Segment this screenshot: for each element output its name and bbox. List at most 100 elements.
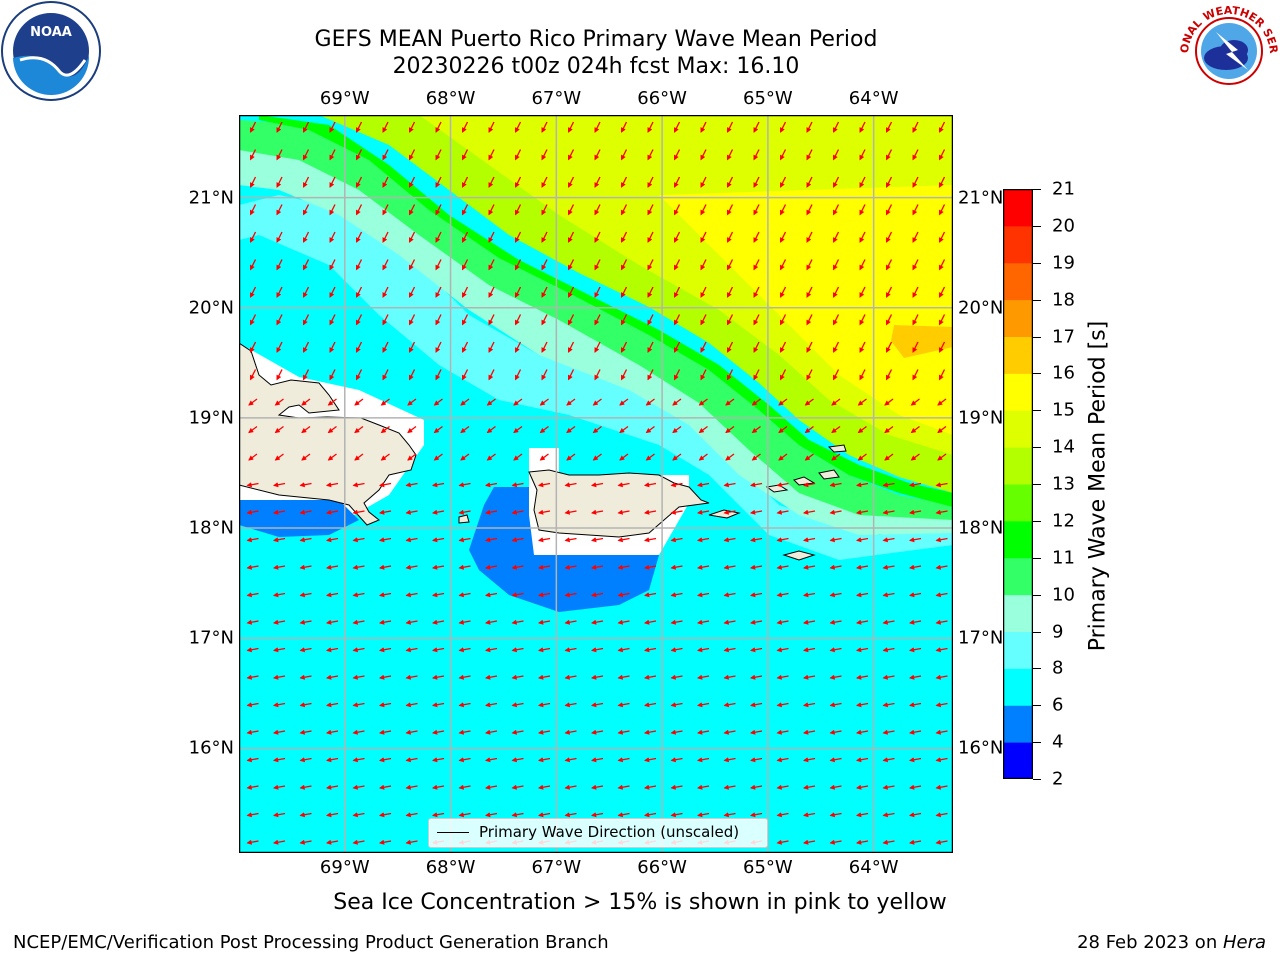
- wave-arrow: [832, 204, 840, 216]
- wave-arrow: [908, 592, 922, 598]
- colorbar-segment: [1003, 225, 1033, 264]
- wave-arrow: [779, 369, 787, 381]
- wave-arrow: [511, 509, 524, 515]
- wave-arrow: [647, 286, 654, 298]
- wave-arrow: [378, 729, 392, 735]
- wave-arrow: [511, 647, 524, 653]
- wave-arrow: [620, 369, 628, 381]
- lon-tick-label: 64°W: [848, 88, 899, 109]
- wave-arrow: [461, 314, 469, 326]
- wave-arrow: [778, 398, 788, 406]
- wave-arrow: [778, 425, 788, 434]
- wave-arrow: [272, 784, 286, 790]
- wave-arrow: [620, 176, 628, 188]
- lon-tick-label: 65°W: [743, 88, 793, 109]
- wave-arrow: [935, 757, 948, 763]
- wave-arrow: [749, 702, 763, 708]
- wave-arrow: [859, 341, 866, 353]
- wave-arrow: [647, 231, 654, 243]
- wave-arrow: [484, 647, 498, 653]
- wave-arrow: [829, 812, 842, 818]
- wave-arrow: [859, 204, 866, 216]
- wave-arrow: [458, 564, 471, 570]
- wave-arrow: [355, 121, 363, 133]
- wave-arrow: [935, 482, 948, 488]
- wave-arrow: [832, 369, 840, 381]
- wave-arrow: [249, 314, 257, 326]
- wave-arrow: [484, 729, 498, 735]
- wave-arrow: [643, 812, 657, 818]
- colorbar-tick-label: 9: [1052, 621, 1064, 642]
- wave-arrow: [670, 729, 683, 735]
- lat-tick-label: 18°N: [188, 517, 234, 539]
- wave-arrow: [249, 286, 257, 298]
- wave-arrow: [352, 729, 365, 735]
- lat-tick-label: 19°N: [958, 407, 1004, 429]
- lon-tick-label: 64°W: [848, 857, 899, 878]
- colorbar-tick-mark: [1033, 225, 1041, 227]
- wave-arrow: [802, 592, 816, 598]
- wave-arrow: [698, 398, 708, 406]
- wave-arrow: [590, 674, 604, 680]
- lat-tick-label: 16°N: [188, 737, 234, 759]
- wave-arrow: [274, 425, 284, 434]
- wave-arrow: [407, 398, 417, 406]
- wave-arrow: [776, 619, 789, 625]
- wave-arrow: [806, 149, 813, 161]
- wave-arrow: [431, 702, 445, 708]
- wave-arrow: [855, 729, 869, 735]
- wave-arrow: [753, 204, 760, 216]
- wave-arrow: [564, 784, 577, 790]
- wave-arrow: [514, 259, 522, 271]
- wave-arrow: [912, 149, 919, 161]
- wave-arrow: [590, 729, 604, 735]
- wave-arrow: [776, 674, 789, 680]
- wave-arrow: [935, 729, 948, 735]
- wave-arrow: [938, 314, 946, 326]
- wave-arrow: [514, 176, 522, 188]
- wave-arrow: [700, 259, 707, 271]
- wave-arrow: [829, 592, 842, 598]
- wave-arrow: [325, 784, 339, 790]
- colorbar: [1003, 189, 1033, 779]
- wave-arrow: [405, 784, 418, 790]
- colorbar-tick-label: 20: [1052, 215, 1075, 237]
- wave-arrow: [511, 619, 524, 625]
- wave-arrow: [435, 286, 442, 298]
- wave-arrow: [276, 369, 283, 381]
- wave-arrow: [829, 702, 842, 708]
- wave-arrow: [249, 204, 257, 216]
- wave-arrow: [617, 702, 630, 708]
- wave-arrow: [541, 259, 548, 271]
- wave-arrow: [248, 425, 258, 434]
- wave-arrow: [539, 453, 549, 461]
- wave-arrow: [908, 482, 922, 488]
- wave-arrow: [670, 757, 683, 763]
- colorbar-tick-mark: [1033, 373, 1041, 375]
- wave-arrow: [938, 369, 946, 381]
- wave-arrow: [643, 757, 657, 763]
- wave-arrow: [486, 398, 496, 406]
- wave-arrow: [590, 757, 604, 763]
- wave-arrow: [272, 702, 286, 708]
- wave-arrow: [352, 757, 365, 763]
- wave-arrow: [859, 176, 866, 188]
- wave-arrow: [832, 231, 840, 243]
- wave-arrow: [802, 757, 816, 763]
- wave-arrow: [301, 398, 311, 406]
- wave-arrow: [645, 453, 655, 461]
- wave-arrow: [855, 839, 869, 845]
- wave-arrow: [885, 176, 893, 188]
- wave-arrow: [594, 204, 601, 216]
- colorbar-tick-mark: [1033, 484, 1041, 485]
- wave-arrow: [908, 509, 922, 515]
- wave-arrow: [726, 259, 734, 271]
- colorbar-segment: [1003, 631, 1033, 669]
- colorbar-segment: [1003, 742, 1033, 779]
- wave-arrow: [590, 812, 604, 818]
- wave-arrow: [590, 537, 604, 543]
- wave-arrow: [882, 839, 895, 845]
- wave-arrow: [643, 702, 657, 708]
- wave-arrow: [355, 369, 363, 381]
- lat-tick-label: 16°N: [958, 737, 1004, 759]
